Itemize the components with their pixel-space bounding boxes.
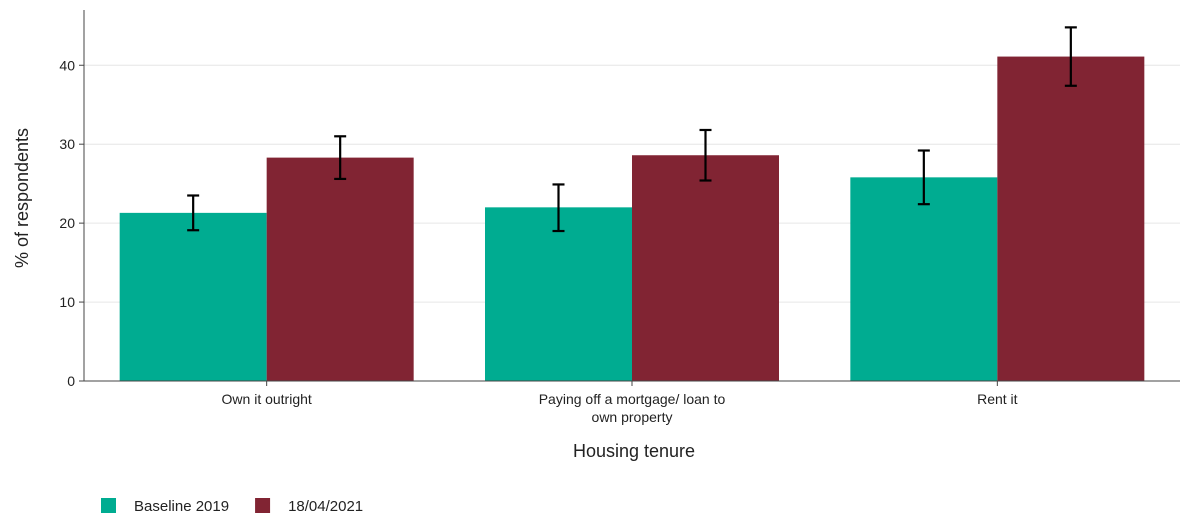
x-tick-labels: Own it outright Paying off a mortgage/ lo… <box>222 391 1018 425</box>
legend-label: Baseline 2019 <box>134 498 229 515</box>
y-tick-label: 0 <box>67 373 75 389</box>
x-tick-label: Own it outright <box>222 391 312 407</box>
legend-swatch <box>255 498 271 513</box>
bar <box>632 155 779 381</box>
legend-swatch <box>101 498 116 513</box>
y-tick-labels: 0 10 20 30 40 <box>59 57 75 389</box>
x-tick-label: Rent it <box>977 391 1018 407</box>
x-tick-label: own property <box>592 409 673 425</box>
bar <box>485 207 632 381</box>
x-axis-title: Housing tenure <box>573 441 695 461</box>
x-tick-label: Paying off a mortgage/ loan to <box>539 391 726 407</box>
bar <box>266 157 414 381</box>
bar <box>997 56 1145 382</box>
error-bars <box>187 26 1077 233</box>
legend: Baseline 2019 18/04/2021 <box>101 498 363 515</box>
y-tick-label: 10 <box>59 294 75 310</box>
y-axis-title: % of respondents <box>12 128 32 268</box>
axes <box>79 10 1180 386</box>
y-tick-label: 40 <box>59 57 75 73</box>
bar <box>850 177 998 381</box>
y-tick-label: 30 <box>59 136 75 152</box>
y-tick-label: 20 <box>59 215 75 231</box>
legend-label: 18/04/2021 <box>288 498 363 515</box>
bars <box>119 56 1145 382</box>
bar <box>119 212 267 381</box>
